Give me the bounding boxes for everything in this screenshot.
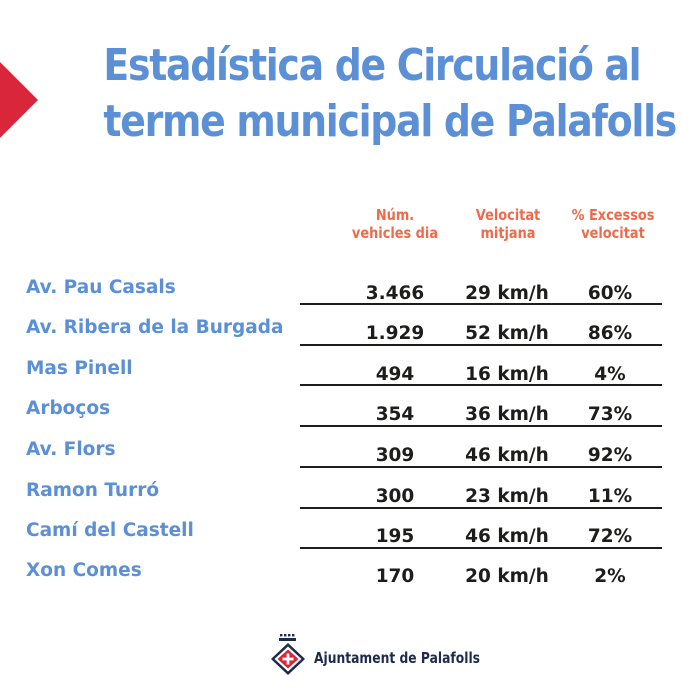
column-header-vehicles-line-1: Núm.	[375, 206, 415, 224]
street-name: Camí del Castell	[26, 520, 194, 541]
page-title: Estadística de Circulació al terme munic…	[103, 38, 677, 150]
speed-excess-percent: 72%	[587, 526, 633, 547]
street-name: Xon Comes	[26, 560, 142, 581]
row-divider	[300, 344, 662, 346]
average-speed: 20 km/h	[465, 566, 549, 587]
vehicles-per-day: 300	[375, 486, 415, 507]
vehicles-per-day: 1.929	[365, 323, 425, 344]
street-name: Arboços	[26, 398, 111, 419]
average-speed: 46 km/h	[465, 526, 549, 547]
speed-excess-percent: 2%	[594, 566, 626, 587]
red-triangle-decoration	[0, 62, 38, 138]
column-header-excess-line-1: % Excessos	[571, 206, 655, 224]
palafolls-coat-of-arms-icon	[271, 634, 305, 675]
table-row: Camí del Castell 195 46 km/h 72%	[0, 519, 700, 559]
title-line-2: terme municipal de Palafolls	[103, 96, 677, 147]
column-header-excess: % Excessos velocitat	[557, 206, 669, 242]
column-header-speed-line-2: mitjana	[480, 224, 536, 242]
table-row: Xon Comes 170 20 km/h 2%	[0, 559, 700, 599]
average-speed: 36 km/h	[465, 404, 549, 425]
average-speed: 23 km/h	[465, 486, 549, 507]
vehicles-per-day: 195	[375, 526, 415, 547]
row-divider	[300, 384, 662, 386]
table-row: Av. Ribera de la Burgada 1.929 52 km/h 8…	[0, 316, 700, 356]
row-divider	[300, 507, 662, 509]
vehicles-per-day: 3.466	[365, 283, 425, 304]
vehicles-per-day: 494	[375, 364, 415, 385]
column-header-vehicles: Núm. vehicles dia	[343, 206, 446, 242]
column-header-speed: Velocitat mitjana	[456, 206, 559, 242]
speed-excess-percent: 4%	[594, 364, 626, 385]
vehicles-per-day: 309	[375, 445, 415, 466]
table-row: Av. Flors 309 46 km/h 92%	[0, 438, 700, 478]
row-divider	[300, 303, 662, 305]
column-header-vehicles-line-2: vehicles dia	[351, 224, 439, 242]
table-row: Mas Pinell 494 16 km/h 4%	[0, 357, 700, 397]
vehicles-per-day: 354	[375, 404, 415, 425]
title-line-1: Estadística de Circulació al	[103, 40, 641, 91]
footer: Ajuntament de Palafolls	[268, 632, 480, 678]
row-divider	[300, 425, 662, 427]
footer-organization-name: Ajuntament de Palafolls	[314, 649, 480, 667]
table-row: Arboços 354 36 km/h 73%	[0, 397, 700, 437]
street-name: Ramon Turró	[26, 480, 160, 501]
vehicles-per-day: 170	[375, 566, 415, 587]
row-divider	[300, 547, 662, 549]
speed-excess-percent: 92%	[587, 445, 633, 466]
speed-excess-percent: 60%	[587, 283, 633, 304]
average-speed: 29 km/h	[465, 283, 549, 304]
speed-excess-percent: 86%	[587, 323, 633, 344]
row-divider	[300, 466, 662, 468]
speed-excess-percent: 11%	[587, 486, 633, 507]
average-speed: 16 km/h	[465, 364, 549, 385]
speed-excess-percent: 73%	[587, 404, 633, 425]
street-name: Av. Flors	[26, 439, 116, 460]
average-speed: 52 km/h	[465, 323, 549, 344]
table-row: Ramon Turró 300 23 km/h 11%	[0, 479, 700, 519]
street-name: Mas Pinell	[26, 358, 133, 379]
street-name: Av. Pau Casals	[26, 277, 176, 298]
street-name: Av. Ribera de la Burgada	[26, 317, 284, 338]
table-row: Av. Pau Casals 3.466 29 km/h 60%	[0, 276, 700, 316]
average-speed: 46 km/h	[465, 445, 549, 466]
column-header-speed-line-1: Velocitat	[475, 206, 541, 224]
column-header-excess-line-2: velocitat	[581, 224, 645, 242]
